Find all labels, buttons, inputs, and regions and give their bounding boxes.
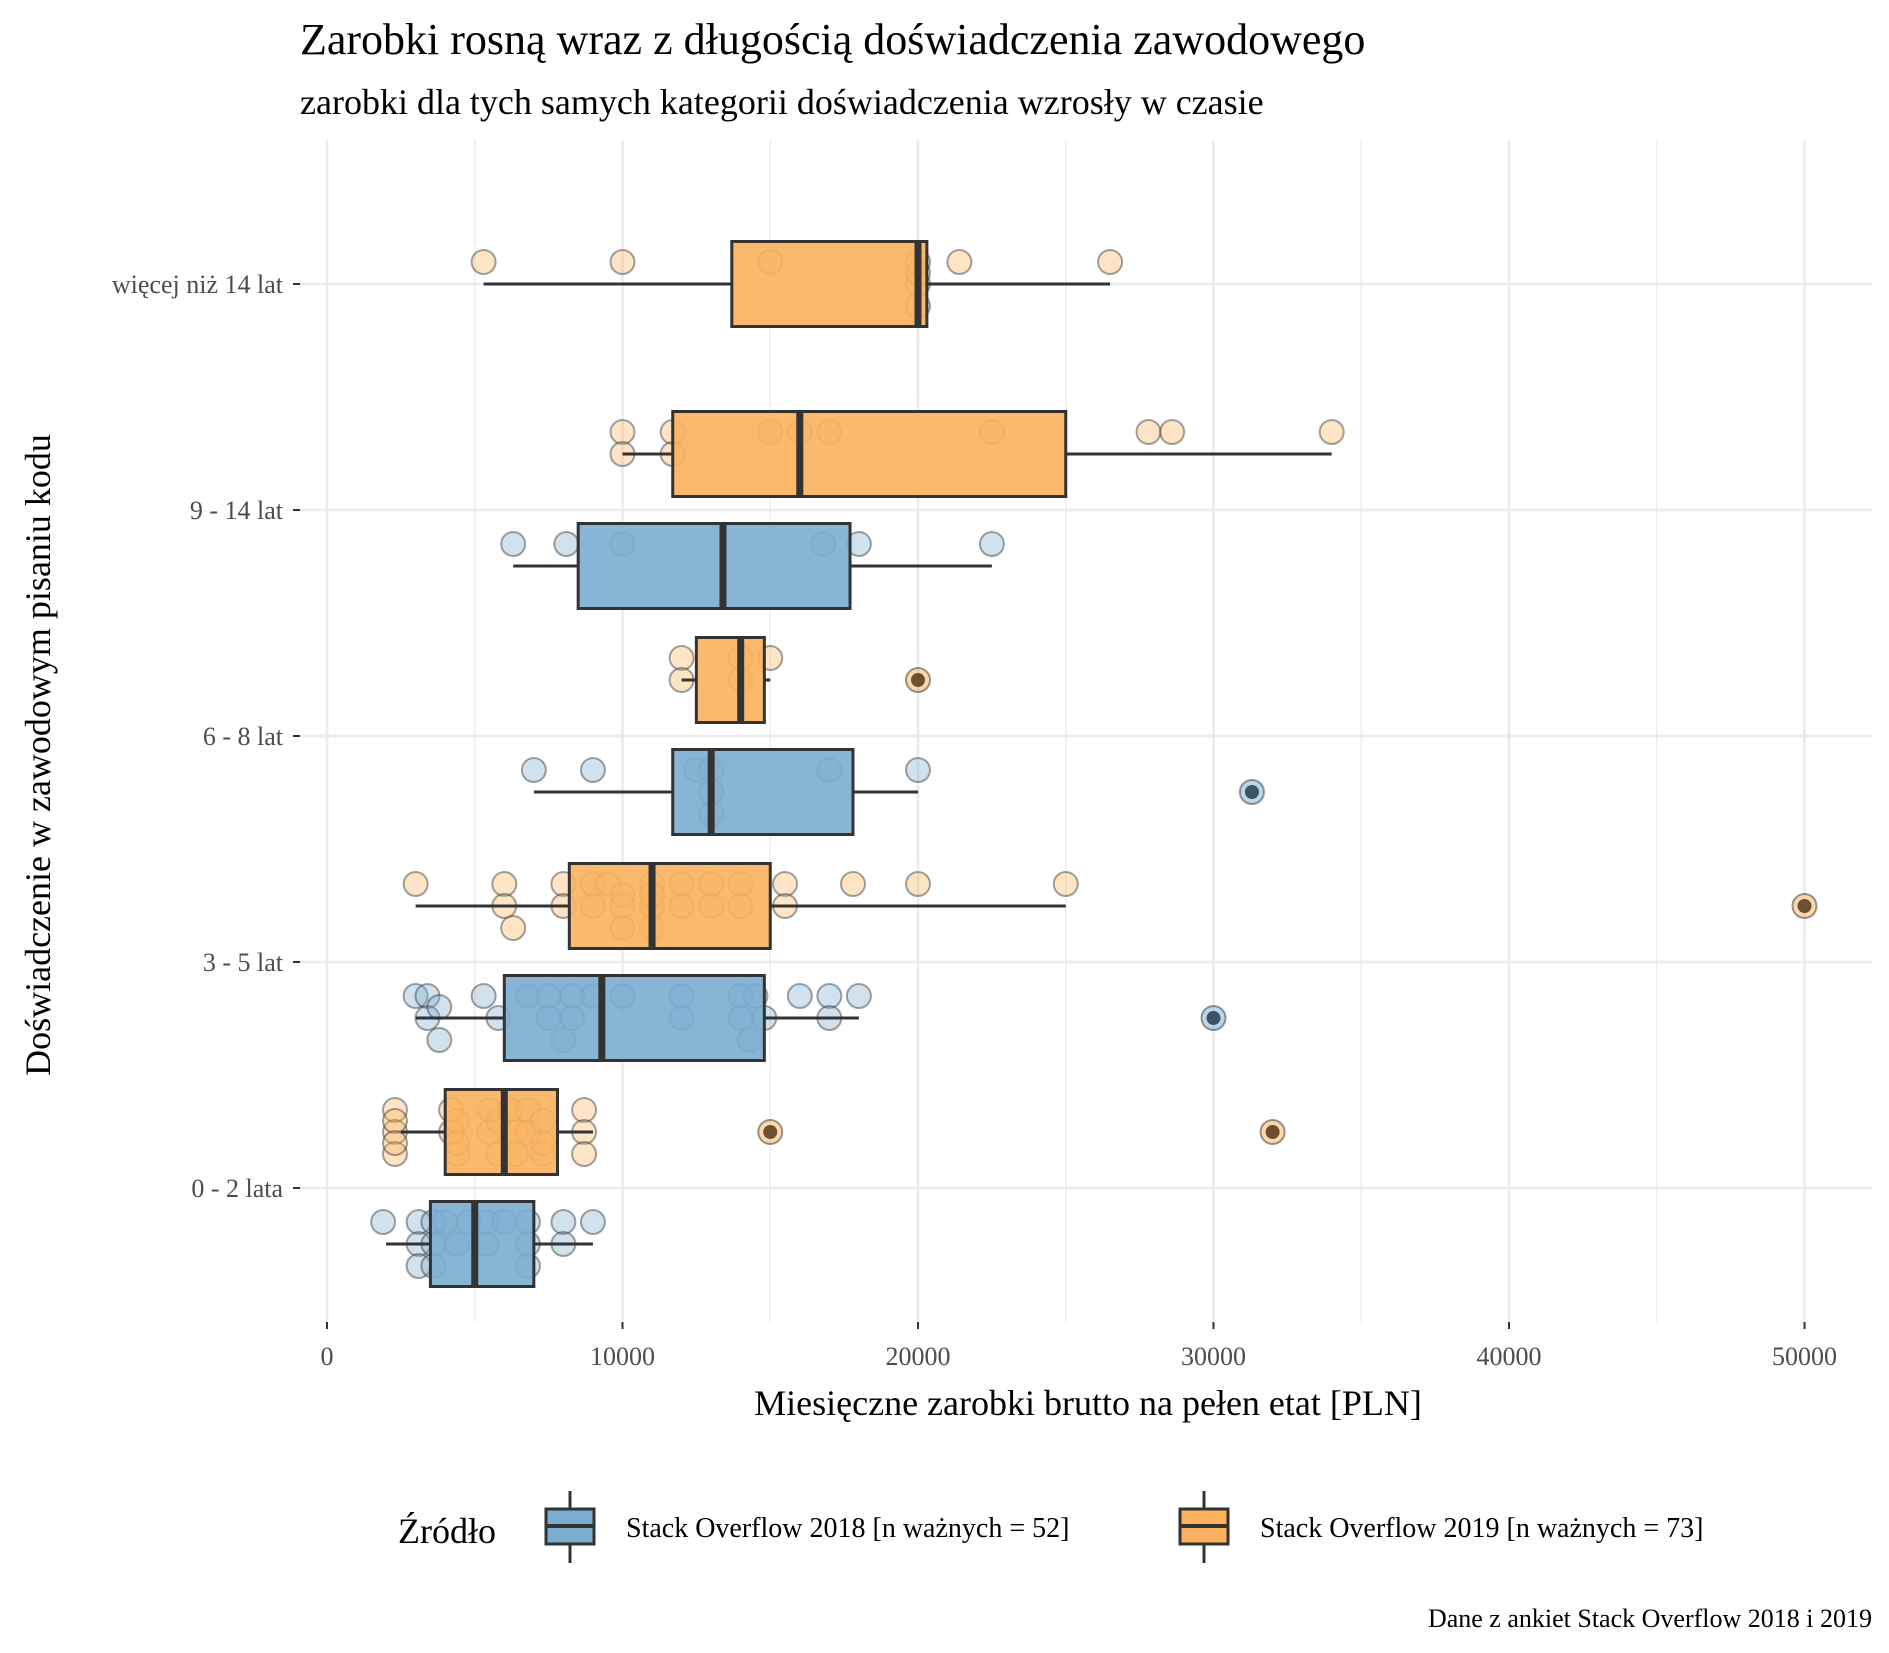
y-tick-label: 3 - 5 lat — [203, 948, 284, 977]
data-point — [1052, 871, 1079, 897]
outlier-point — [1206, 1011, 1221, 1025]
data-point — [402, 983, 429, 1009]
box-iqr — [694, 636, 766, 724]
data-point — [550, 1209, 577, 1235]
data-point — [786, 983, 813, 1009]
legend-label-2019: Stack Overflow 2019 [n ważnych = 73] — [1260, 1513, 1703, 1544]
y-tick-label: 9 - 14 lat — [190, 496, 284, 525]
outlier-point — [763, 1125, 778, 1139]
data-point — [1135, 419, 1162, 445]
legend-key-2019 — [1178, 1491, 1230, 1563]
data-point — [381, 1108, 408, 1134]
box-iqr — [671, 410, 1068, 498]
outliers — [757, 667, 1818, 1145]
caption: Dane z ankiet Stack Overflow 2018 i 2019 — [1428, 1604, 1872, 1633]
x-tick-label: 10000 — [590, 1342, 655, 1371]
box-iqr — [567, 862, 772, 950]
data-point — [839, 871, 866, 897]
data-point — [946, 249, 973, 275]
legend-title: Źródło — [398, 1511, 496, 1551]
data-point — [609, 249, 636, 275]
data-point — [470, 983, 497, 1009]
data-point — [553, 531, 580, 557]
data-point — [845, 983, 872, 1009]
data-point — [381, 1141, 408, 1167]
outlier-point — [1797, 899, 1812, 913]
y-tick-label: 0 - 2 lata — [191, 1174, 283, 1203]
data-point — [426, 1027, 453, 1053]
boxplots — [386, 240, 1332, 1288]
x-tick-label: 30000 — [1181, 1342, 1246, 1371]
plot-grid — [300, 140, 1872, 1322]
x-tick-label: 0 — [321, 1342, 334, 1371]
box-iqr — [502, 974, 766, 1062]
x-tick-label: 50000 — [1772, 1342, 1837, 1371]
x-axis-title: Miesięczne zarobki brutto na pełen etat … — [754, 1383, 1422, 1423]
data-point — [905, 871, 931, 897]
data-point — [571, 1097, 598, 1123]
data-point — [668, 645, 695, 671]
box-iqr — [671, 748, 855, 836]
data-point — [978, 531, 1005, 557]
box-iqr — [730, 240, 929, 328]
data-point — [491, 871, 518, 897]
y-tick-label: więcej niż 14 lat — [112, 270, 284, 299]
data-point — [579, 1209, 606, 1235]
legend-key-2018 — [544, 1491, 596, 1563]
data-point — [500, 915, 527, 941]
y-axis-title: Doświadczenie w zawodowym pisaniu kodu — [18, 434, 58, 1076]
data-point — [609, 419, 636, 445]
data-point — [370, 1209, 397, 1235]
data-point — [905, 757, 931, 783]
data-point — [579, 757, 606, 783]
data-point — [816, 983, 843, 1009]
legend: Źródło Stack Overflow 2018 [n ważnych = … — [398, 1491, 1703, 1563]
outlier-point — [1244, 785, 1259, 799]
data-point — [414, 983, 441, 1009]
data-point — [520, 757, 547, 783]
data-point — [470, 249, 497, 275]
x-tick-label: 20000 — [886, 1342, 951, 1371]
box-iqr — [428, 1200, 536, 1288]
data-point — [571, 1141, 598, 1167]
data-point — [426, 994, 453, 1020]
data-point — [381, 1130, 408, 1156]
data-point — [1097, 249, 1124, 275]
data-point — [402, 871, 429, 897]
chart-subtitle: zarobki dla tych samych kategorii doświa… — [300, 82, 1264, 122]
data-point — [772, 871, 799, 897]
box-iqr — [576, 522, 852, 610]
y-tick-label: 6 - 8 lat — [203, 722, 284, 751]
outlier-point — [1265, 1125, 1280, 1139]
data-point — [500, 531, 527, 557]
outlier-point — [911, 673, 925, 687]
data-point — [1159, 419, 1186, 445]
x-tick-label: 40000 — [1477, 1342, 1542, 1371]
y-axis-ticks: 0 - 2 lata 3 - 5 lat 6 - 8 lat 9 - 14 lat wi… — [112, 270, 300, 1203]
data-point — [381, 1097, 408, 1123]
chart-title: Zarobki rosną wraz z długością doświadcz… — [300, 15, 1365, 64]
data-point — [1318, 419, 1345, 445]
x-axis-ticks: 0 10000 20000 30000 40000 50000 — [321, 1322, 1837, 1371]
legend-label-2018: Stack Overflow 2018 [n ważnych = 52] — [626, 1513, 1069, 1544]
